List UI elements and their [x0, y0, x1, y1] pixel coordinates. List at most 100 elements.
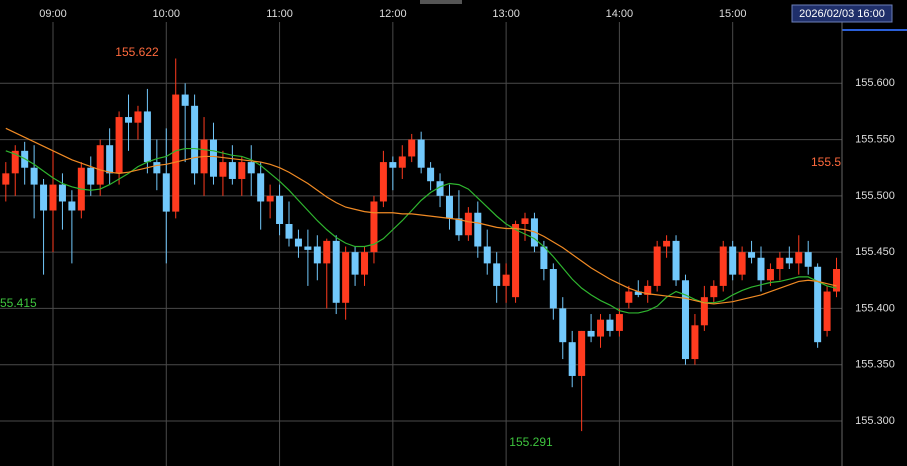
candle-body	[427, 167, 435, 182]
x-tick-label: 09:00	[39, 8, 67, 20]
candle-body	[502, 274, 510, 286]
candle-body	[351, 252, 359, 275]
candle-body	[559, 308, 567, 343]
top-tab	[420, 0, 462, 4]
candle-body	[49, 184, 57, 211]
candle-body	[445, 195, 453, 219]
candle-body	[228, 162, 236, 179]
candle-body	[115, 117, 123, 174]
candle-body	[58, 184, 66, 202]
candle-body	[568, 342, 576, 376]
x-tick-label: 12:00	[379, 8, 407, 20]
candle-body	[823, 291, 831, 331]
x-tick-label: 11:00	[266, 8, 293, 20]
candle-body	[96, 145, 104, 185]
candle-body	[795, 252, 803, 264]
candle-body	[153, 162, 161, 174]
x-tick-label: 10:00	[153, 8, 181, 20]
y-tick-label: 155.450	[855, 246, 895, 258]
candle-body	[370, 201, 378, 253]
candle-body	[408, 139, 416, 157]
x-tick-label: 15:00	[719, 8, 747, 20]
moving-average	[5, 147, 837, 314]
candle-body	[257, 173, 265, 202]
moving-average	[5, 127, 837, 305]
y-tick-label: 155.550	[855, 133, 895, 145]
candle-body	[172, 94, 180, 212]
candle-body	[710, 285, 718, 298]
candle-body	[474, 212, 482, 247]
candle-body	[653, 246, 661, 286]
candle-body	[219, 162, 227, 177]
candle-body	[323, 240, 331, 264]
candle-body	[417, 139, 425, 168]
candle-body	[304, 246, 312, 250]
candle-body	[40, 184, 48, 211]
candle-body	[587, 330, 595, 337]
candle-body	[748, 252, 756, 258]
candle-body	[493, 263, 501, 286]
candle-body	[162, 173, 170, 212]
candle-body	[738, 252, 746, 275]
candle-body	[361, 252, 369, 275]
candle-body	[266, 195, 274, 202]
candle-body	[389, 162, 397, 168]
candle-body	[294, 238, 302, 247]
candle-body	[700, 297, 708, 326]
candle-body	[68, 201, 76, 211]
candle-body	[455, 218, 463, 236]
annotation: 55.415	[0, 296, 37, 310]
y-tick-label: 155.300	[855, 415, 895, 427]
x-tick-label: 13:00	[492, 8, 520, 20]
candle-body	[125, 117, 133, 123]
candle-body	[379, 162, 387, 202]
candle-body	[238, 162, 246, 179]
candle-body	[512, 223, 520, 298]
candle-body	[540, 246, 548, 270]
candle-body	[785, 257, 793, 264]
candle-body	[332, 240, 340, 303]
candle-body	[644, 285, 652, 295]
candle-body	[681, 280, 689, 360]
candle-body	[691, 325, 699, 360]
candle-body	[521, 218, 529, 224]
candle-body	[729, 246, 737, 275]
candle-body	[615, 314, 623, 331]
annotation: 155.5	[811, 155, 841, 169]
x-tick-label: 14:00	[606, 8, 634, 20]
annotation: 155.622	[115, 45, 159, 59]
candle-body	[209, 139, 217, 177]
candle-body	[106, 145, 114, 174]
candle-body	[247, 162, 255, 174]
candle-body	[464, 212, 472, 236]
candle-body	[776, 257, 784, 270]
candle-body	[663, 240, 671, 247]
candle-body	[87, 167, 95, 185]
candle-body	[2, 173, 10, 185]
candle-body	[436, 181, 444, 196]
candle-body	[285, 223, 293, 239]
candle-body	[134, 111, 142, 123]
candle-body	[634, 291, 642, 295]
y-tick-label: 155.600	[855, 77, 895, 89]
candle-body	[804, 252, 812, 267]
candle-body	[549, 269, 557, 309]
crosshair-time: 2026/02/03 16:00	[799, 8, 885, 20]
candle-body	[483, 246, 491, 264]
candle-body	[143, 111, 151, 163]
candle-body	[191, 105, 199, 174]
candle-body	[181, 94, 189, 106]
candle-body	[719, 246, 727, 286]
candle-body	[342, 252, 350, 303]
y-tick-label: 155.500	[855, 190, 895, 202]
candle-body	[757, 257, 765, 281]
candle-body	[578, 330, 586, 376]
candle-body	[766, 269, 774, 281]
crosshair-box	[791, 4, 893, 23]
candle-body	[276, 195, 284, 224]
annotation: 155.291	[509, 435, 553, 449]
candle-body	[398, 156, 406, 168]
y-tick-label: 155.350	[855, 359, 895, 371]
candle-body	[833, 269, 841, 292]
candle-body	[30, 167, 38, 185]
